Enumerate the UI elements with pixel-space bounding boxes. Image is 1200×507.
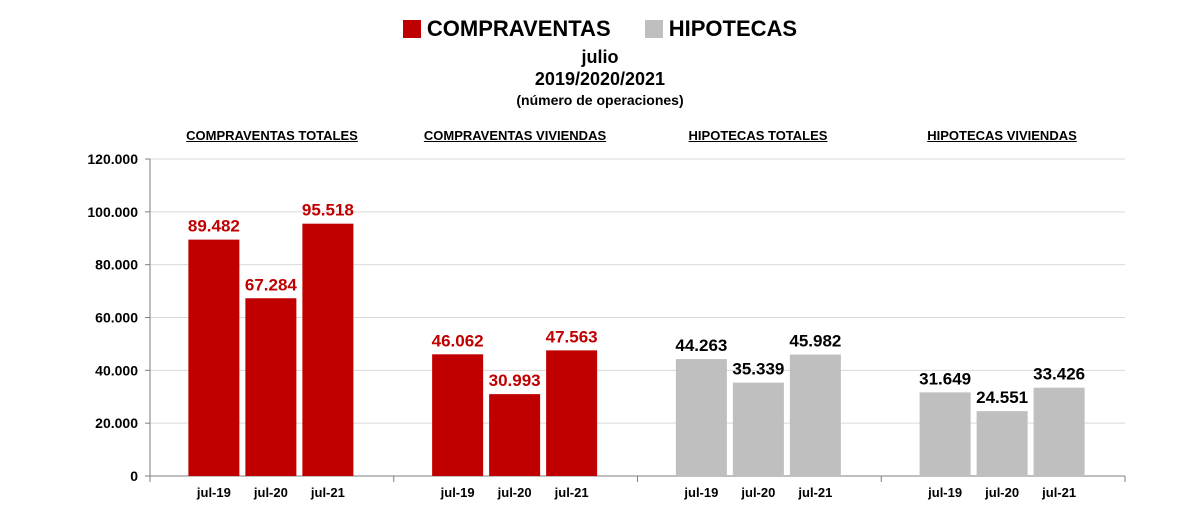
y-tick-label: 40.000 [95, 362, 138, 378]
bar [432, 354, 484, 476]
y-tick-label: 120.000 [87, 151, 138, 167]
data-label: 95.518 [302, 201, 354, 220]
data-label: 45.982 [789, 332, 841, 351]
y-tick-label: 100.000 [87, 204, 138, 220]
data-label: 89.482 [188, 217, 240, 236]
x-tick-label: jul-20 [984, 485, 1019, 500]
bar [1033, 387, 1085, 476]
x-tick-label: jul-21 [797, 485, 832, 500]
chart-title-years: 2019/2020/2021 [534, 69, 666, 89]
y-tick-label: 60.000 [95, 310, 138, 326]
legend-swatch-compraventas [402, 20, 421, 38]
data-label: 67.284 [245, 275, 298, 294]
data-label: 24.551 [976, 388, 1028, 407]
bar [245, 298, 297, 476]
legend-label-hipotecas: HIPOTECAS [668, 16, 798, 41]
bar [919, 392, 971, 476]
legend-label-compraventas: COMPRAVENTAS [426, 16, 611, 41]
legend-swatch-hipotecas [644, 20, 663, 38]
bar [732, 382, 784, 476]
x-tick-label: jul-19 [927, 485, 962, 500]
data-label: 35.339 [732, 360, 784, 379]
x-tick-label: jul-21 [1041, 485, 1076, 500]
x-tick-label: jul-21 [310, 485, 345, 500]
x-tick-label: jul-20 [253, 485, 288, 500]
bar [546, 350, 598, 476]
x-tick-label: jul-21 [554, 485, 589, 500]
legend-item-compraventas: COMPRAVENTAS [402, 16, 611, 42]
data-label: 47.563 [546, 327, 598, 346]
data-label: 46.062 [432, 331, 484, 350]
bar [976, 411, 1028, 476]
group-title-hipotecas-viviendas: HIPOTECAS VIVIENDAS [927, 128, 1077, 143]
bar [789, 354, 841, 476]
x-tick-label: jul-19 [196, 485, 231, 500]
data-label: 33.426 [1033, 365, 1085, 384]
group-title-hipotecas-totales: HIPOTECAS TOTALES [688, 128, 828, 143]
x-tick-label: jul-19 [440, 485, 475, 500]
bar [188, 239, 240, 476]
bar [489, 394, 541, 476]
chart-title-month: julio [581, 47, 619, 67]
x-tick-label: jul-20 [740, 485, 775, 500]
x-tick-label: jul-20 [497, 485, 532, 500]
y-tick-label: 80.000 [95, 257, 138, 273]
y-tick-label: 20.000 [95, 415, 138, 431]
data-label: 44.263 [675, 336, 727, 355]
y-tick-label: 0 [130, 468, 138, 484]
bar [675, 359, 727, 476]
data-label: 31.649 [919, 369, 971, 388]
x-tick-label: jul-19 [683, 485, 718, 500]
chart-subtitle: (número de operaciones) [516, 92, 684, 108]
legend-item-hipotecas: HIPOTECAS [644, 16, 798, 42]
chart-titles: julio 2019/2020/2021 (número de operacio… [0, 46, 1200, 110]
data-label: 30.993 [489, 371, 541, 390]
bar [302, 223, 354, 476]
group-title-compraventas-totales: COMPRAVENTAS TOTALES [186, 128, 358, 143]
legend: COMPRAVENTAS HIPOTECAS [0, 16, 1200, 44]
group-title-compraventas-viviendas: COMPRAVENTAS VIVIENDAS [423, 128, 607, 143]
